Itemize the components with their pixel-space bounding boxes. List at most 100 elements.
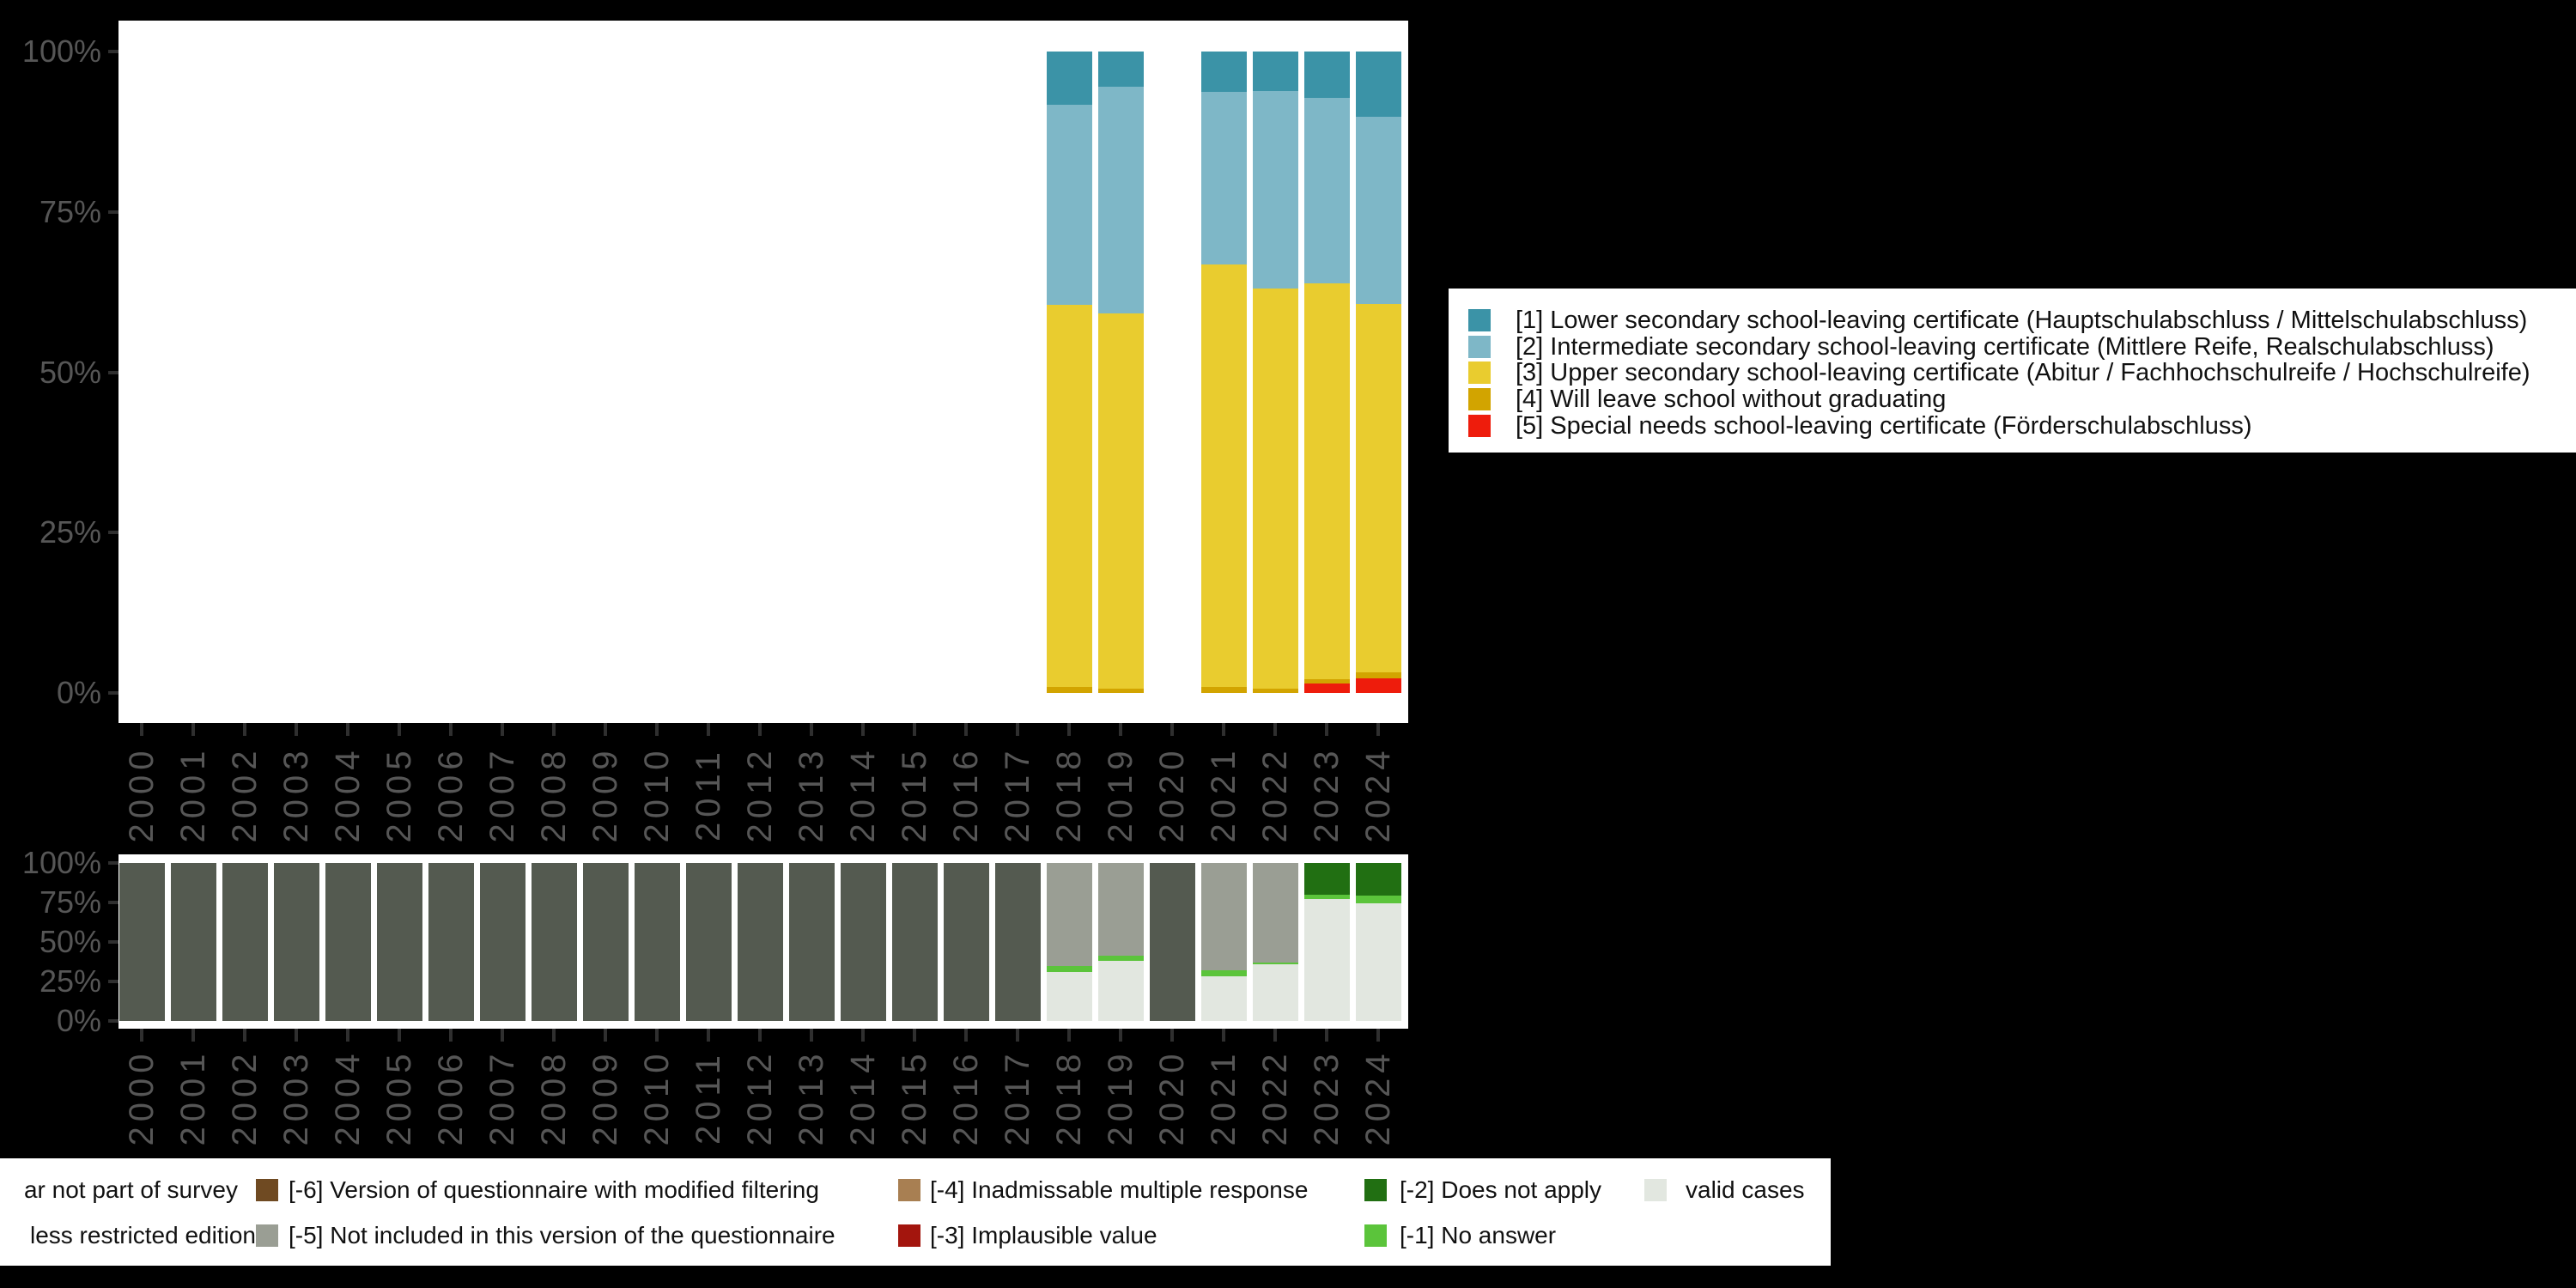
- x-axis-label-2003: 2003: [277, 745, 315, 843]
- x-axis-label-2006: 2006: [432, 1048, 470, 1146]
- legend-swatch-valid: [1644, 1179, 1667, 1201]
- x-axis-tick-2018: [1067, 1029, 1071, 1042]
- bar-2024-segment-cat3: [1355, 304, 1401, 673]
- bar-2003-segment-notpart: [273, 863, 319, 1021]
- bar-2024-segment-valid: [1355, 902, 1401, 1021]
- x-axis-label-2002: 2002: [226, 745, 264, 843]
- bar-2019-segment-valid: [1097, 961, 1144, 1021]
- x-axis-label-2013: 2013: [793, 1048, 830, 1146]
- legend-label-cat2: [2] Intermediate secondary school-leavin…: [1516, 332, 2494, 361]
- x-axis-label-2000: 2000: [123, 1048, 161, 1146]
- x-axis-tick-2001: [191, 1029, 195, 1042]
- bar-2024-segment-m2: [1355, 863, 1401, 896]
- x-axis-tick-2020: [1170, 723, 1174, 736]
- bar-2002-segment-notpart: [222, 863, 268, 1021]
- x-axis-tick-2014: [861, 723, 865, 736]
- legend-swatch-cat2: [1468, 335, 1491, 358]
- bar-2019-segment-cat4: [1097, 688, 1144, 693]
- bar-2018-segment-cat3: [1046, 305, 1092, 688]
- bar-2008-segment-notpart: [531, 863, 577, 1021]
- bar-2007-segment-notpart: [479, 863, 526, 1021]
- bar-2021-segment-cat4: [1200, 687, 1247, 693]
- bar-2023-segment-valid: [1303, 899, 1350, 1021]
- legend-label-clipped-row1: ar not part of survey: [23, 1176, 238, 1203]
- x-axis-tick-2017: [1016, 1029, 1019, 1042]
- x-axis-tick-2022: [1273, 723, 1277, 736]
- x-axis-tick-2004: [346, 1029, 349, 1042]
- x-axis-label-2017: 2017: [999, 1048, 1036, 1146]
- x-axis-tick-2018: [1067, 723, 1071, 736]
- x-axis-label-2018: 2018: [1050, 745, 1088, 843]
- y-axis-label: 75%: [39, 193, 101, 229]
- legend-label-m4: [-4] Inadmissable multiple response: [930, 1176, 1309, 1203]
- bar-2004-segment-notpart: [325, 863, 371, 1021]
- x-axis-label-2023: 2023: [1308, 745, 1346, 843]
- x-axis-tick-2016: [964, 1029, 968, 1042]
- x-axis-label-2014: 2014: [844, 745, 882, 843]
- bar-2023-segment-cat5: [1303, 683, 1350, 693]
- x-axis-tick-2012: [758, 723, 762, 736]
- legend-swatch-m4: [898, 1179, 920, 1201]
- x-axis-tick-2014: [861, 1029, 865, 1042]
- x-axis-tick-2019: [1119, 723, 1122, 736]
- x-axis-tick-2015: [913, 723, 916, 736]
- x-axis-label-2019: 2019: [1102, 745, 1139, 843]
- y-axis-label: 0%: [56, 675, 101, 710]
- x-axis-label-2000: 2000: [123, 745, 161, 843]
- bar-2023-segment-cat4: [1303, 678, 1350, 683]
- x-axis-label-2019: 2019: [1102, 1048, 1139, 1146]
- legend-label-cat5: [5] Special needs school-leaving certifi…: [1516, 411, 2252, 440]
- bar-2023-segment-cat1: [1303, 52, 1350, 98]
- legend-label-m1: [-1] No answer: [1400, 1222, 1557, 1249]
- bar-2023-segment-cat2: [1303, 97, 1350, 283]
- x-axis-label-2015: 2015: [896, 1048, 933, 1146]
- x-axis-tick-2000: [140, 723, 143, 736]
- bar-2012-segment-notpart: [737, 863, 783, 1021]
- x-axis-tick-2012: [758, 1029, 762, 1042]
- y-axis-tick: [108, 50, 118, 53]
- y-axis-tick: [108, 210, 118, 214]
- bar-2020-segment-notpart: [1149, 863, 1195, 1021]
- x-axis-tick-2009: [604, 1029, 607, 1042]
- legend-swatch-m6: [256, 1179, 278, 1201]
- x-axis-tick-2004: [346, 723, 349, 736]
- bar-2009-segment-notpart: [582, 863, 629, 1021]
- legend-label-m3: [-3] Implausible value: [930, 1222, 1157, 1249]
- bar-2018-segment-cat4: [1046, 687, 1092, 693]
- x-axis-tick-2023: [1325, 1029, 1328, 1042]
- x-axis-label-2004: 2004: [329, 745, 367, 843]
- x-axis-label-2021: 2021: [1205, 1048, 1242, 1146]
- main-chart-plot-area: [118, 21, 1408, 723]
- x-axis-label-2020: 2020: [1153, 745, 1191, 843]
- x-axis-tick-2009: [604, 723, 607, 736]
- x-axis-tick-2021: [1222, 1029, 1225, 1042]
- x-axis-label-2017: 2017: [999, 745, 1036, 843]
- bar-2006-segment-notpart: [428, 863, 474, 1021]
- bar-2022-segment-cat1: [1252, 52, 1298, 92]
- x-axis-tick-2005: [398, 1029, 401, 1042]
- legend-swatch-m2: [1364, 1179, 1387, 1201]
- x-axis-label-2022: 2022: [1256, 1048, 1294, 1146]
- bar-2005-segment-notpart: [376, 863, 422, 1021]
- x-axis-label-2014: 2014: [844, 1048, 882, 1146]
- x-axis-tick-2022: [1273, 1029, 1277, 1042]
- y-axis-label: 50%: [39, 924, 101, 959]
- x-axis-label-2011: 2011: [690, 747, 727, 842]
- x-axis-tick-2010: [655, 723, 659, 736]
- legend-swatch-m3: [898, 1224, 920, 1247]
- x-axis-tick-2002: [243, 1029, 246, 1042]
- x-axis-label-2024: 2024: [1359, 745, 1397, 843]
- x-axis-label-2009: 2009: [586, 1048, 624, 1146]
- bar-2001-segment-notpart: [170, 863, 216, 1021]
- bar-2024-segment-cat5: [1355, 677, 1401, 693]
- x-axis-label-2020: 2020: [1153, 1048, 1191, 1146]
- x-axis-tick-2011: [707, 1029, 710, 1042]
- y-axis-tick: [108, 940, 118, 944]
- y-axis-label: 50%: [39, 354, 101, 390]
- y-axis-label: 100%: [21, 845, 101, 880]
- x-axis-label-2011: 2011: [690, 1050, 727, 1145]
- x-axis-tick-2011: [707, 723, 710, 736]
- bar-2024-segment-cat1: [1355, 52, 1401, 118]
- bar-2023-segment-m2: [1303, 863, 1350, 895]
- x-axis-tick-2021: [1222, 723, 1225, 736]
